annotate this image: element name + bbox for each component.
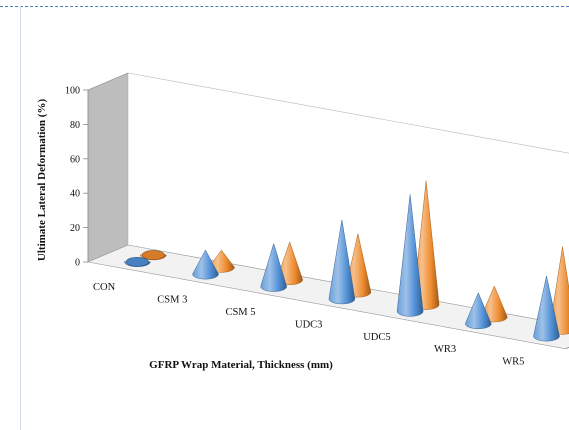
category-label: CON	[93, 282, 116, 293]
y-tick-label: 0	[75, 258, 80, 269]
cone-c15pct-csm3	[192, 249, 219, 280]
category-label: CSM 5	[225, 307, 255, 318]
cone-body	[465, 292, 492, 329]
cone-c30pct-con	[140, 250, 167, 261]
category-label: WR5	[502, 357, 524, 368]
cone-body	[192, 249, 219, 280]
cone-c15pct-csm5	[260, 242, 287, 292]
cone-c15pct-wr5	[533, 275, 560, 342]
category-label: CSM 3	[157, 295, 187, 306]
category-label: WR3	[434, 344, 456, 355]
cone-c15pct-wr3	[465, 292, 492, 329]
cone-c15pct-con	[124, 256, 151, 267]
y-axis-title: Ultimate Lateral Deformation (%)	[36, 99, 48, 262]
x-axis: CON CSM 3 CSM 5 UDC3 UDC5 WR3 WR5	[93, 282, 524, 367]
frame-top-border	[0, 6, 569, 7]
y-tick-label: 40	[70, 189, 80, 200]
y-axis: 0 20 40 60 80 100	[65, 86, 89, 269]
y-tick-label: 20	[70, 223, 80, 234]
category-label: UDC5	[363, 332, 390, 343]
y-tick-label: 80	[70, 120, 80, 131]
cone-body	[328, 219, 356, 305]
y-tick-label: 60	[70, 154, 80, 165]
side-wall	[87, 72, 129, 263]
y-tick-label: 100	[65, 86, 80, 97]
cone-base	[125, 256, 149, 267]
cone-c15pct-udc3	[328, 219, 356, 305]
x-axis-title: GFRP Wrap Material, Thickness (mm)	[149, 359, 333, 371]
cone-body	[533, 275, 560, 342]
category-label: UDC3	[295, 319, 322, 330]
cone-c15pct-udc5	[396, 194, 424, 317]
frame-left-border	[20, 6, 21, 430]
cone-body	[396, 194, 424, 317]
cone-marks	[124, 180, 569, 342]
cone-base	[141, 250, 165, 260]
cone-body	[260, 242, 287, 292]
